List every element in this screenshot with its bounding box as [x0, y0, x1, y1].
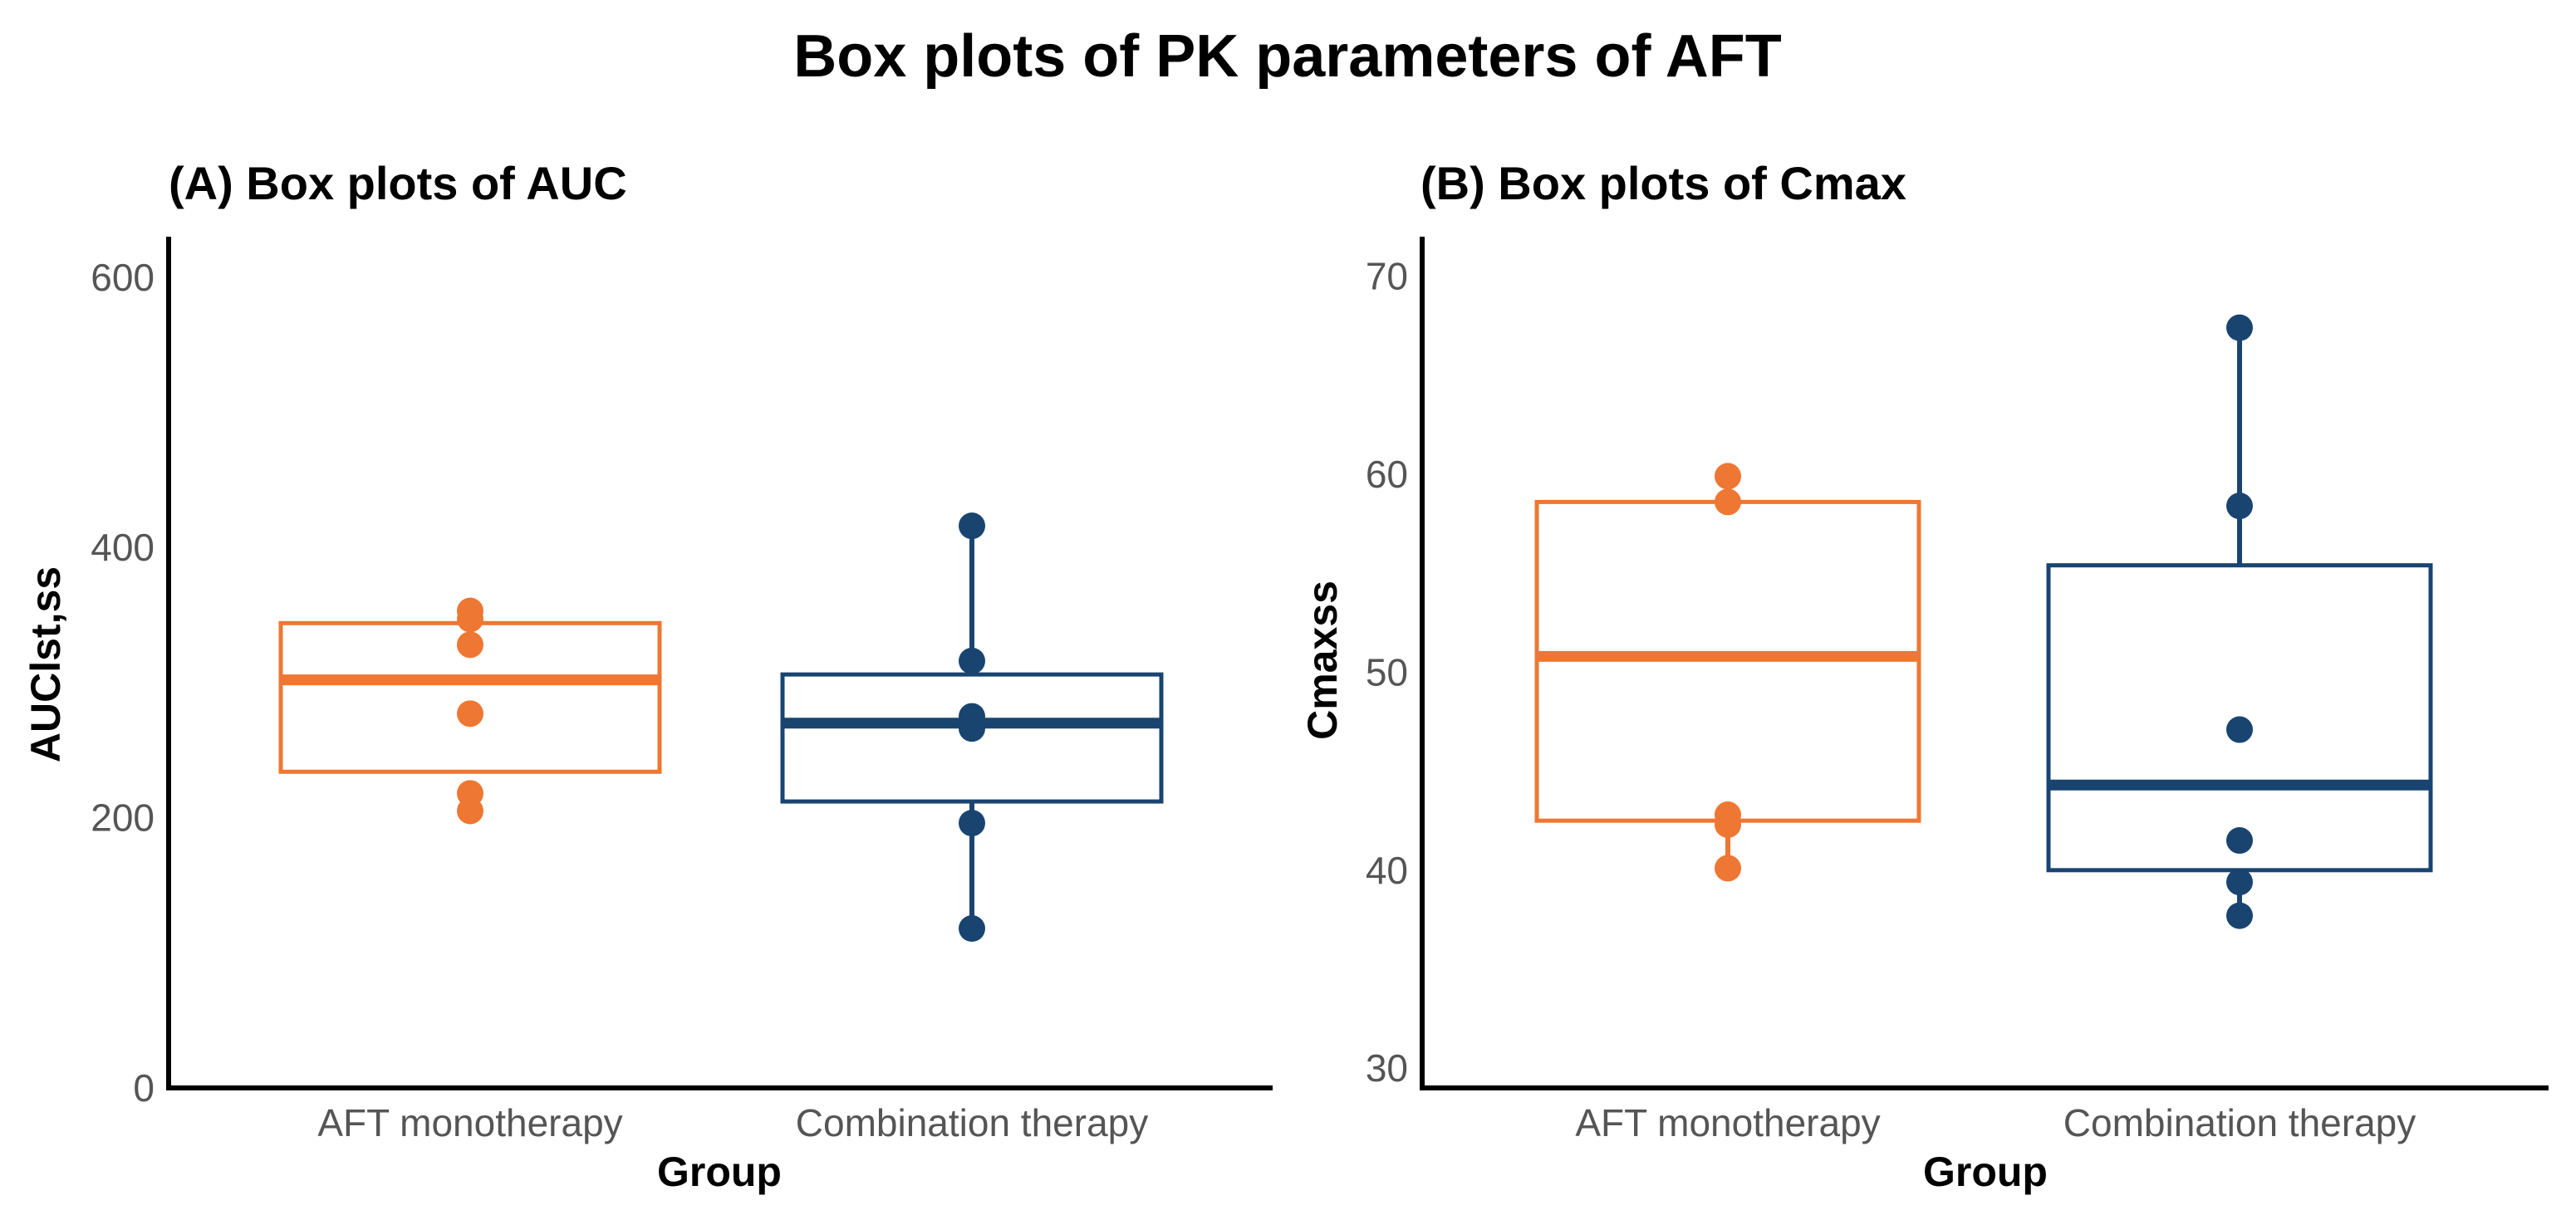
point-cmax-combo-1: [2226, 869, 2253, 896]
point-cmax-mono-0: [1715, 855, 1741, 882]
x-tick-label-auc-mono: AFT monotherapy: [317, 1101, 622, 1144]
point-cmax-mono-3: [1715, 488, 1741, 516]
y-tick-label-cmax-40: 40: [1366, 849, 1408, 892]
x-axis-title-cmax: Group: [1923, 1149, 2048, 1195]
point-cmax-combo-5: [2226, 314, 2253, 341]
y-tick-labels-auc: 0 200 400 600: [91, 256, 155, 1110]
point-auc-mono-1: [457, 780, 483, 807]
point-cmax-combo-2: [2226, 827, 2253, 855]
x-axis-title-auc: Group: [657, 1149, 782, 1195]
panel-title-auc: (A) Box plots of AUC: [169, 157, 627, 209]
point-auc-combo-3: [959, 703, 985, 730]
point-auc-mono-3: [457, 631, 483, 659]
point-cmax-mono-4: [1715, 463, 1741, 490]
point-cmax-combo-0: [2226, 902, 2253, 929]
point-auc-combo-5: [959, 512, 985, 540]
y-tick-label-cmax-60: 60: [1366, 453, 1408, 496]
x-tick-label-cmax-combo: Combination therapy: [2063, 1101, 2416, 1144]
y-tick-labels-cmax: 30 40 50 60 70: [1366, 255, 1408, 1090]
point-auc-combo-4: [959, 647, 985, 674]
y-tick-label-cmax-50: 50: [1366, 650, 1408, 693]
x-tick-label-cmax-mono: AFT monotherapy: [1575, 1101, 1880, 1144]
y-axis-title-cmax: Cmaxss: [1299, 581, 1346, 740]
point-auc-combo-0: [959, 915, 985, 943]
marks-auc: [278, 512, 1164, 943]
y-tick-label-auc-400: 400: [91, 526, 155, 569]
panel-title-cmax: (B) Box plots of Cmax: [1420, 157, 1906, 209]
marks-cmax: [1534, 314, 2433, 929]
y-tick-label-auc-600: 600: [91, 256, 155, 299]
y-tick-label-cmax-70: 70: [1366, 255, 1408, 298]
y-tick-label-auc-200: 200: [91, 796, 155, 840]
x-tick-label-auc-combo: Combination therapy: [796, 1101, 1148, 1144]
point-auc-mono-2: [457, 700, 483, 728]
panel-auc: (A) Box plots of AUC 0 200 400 600 AUClst,s…: [22, 157, 1273, 1195]
point-cmax-combo-4: [2226, 492, 2253, 520]
y-tick-label-auc-0: 0: [133, 1066, 155, 1110]
y-axis-title-auc: AUClst,ss: [22, 566, 69, 762]
point-cmax-combo-3: [2226, 716, 2253, 743]
point-cmax-mono-2: [1715, 801, 1741, 829]
point-auc-mono-5: [457, 597, 483, 625]
y-tick-label-cmax-30: 30: [1366, 1046, 1408, 1090]
main-title: Box plots of PK parameters of AFT: [793, 23, 1781, 90]
point-auc-combo-1: [959, 810, 985, 837]
